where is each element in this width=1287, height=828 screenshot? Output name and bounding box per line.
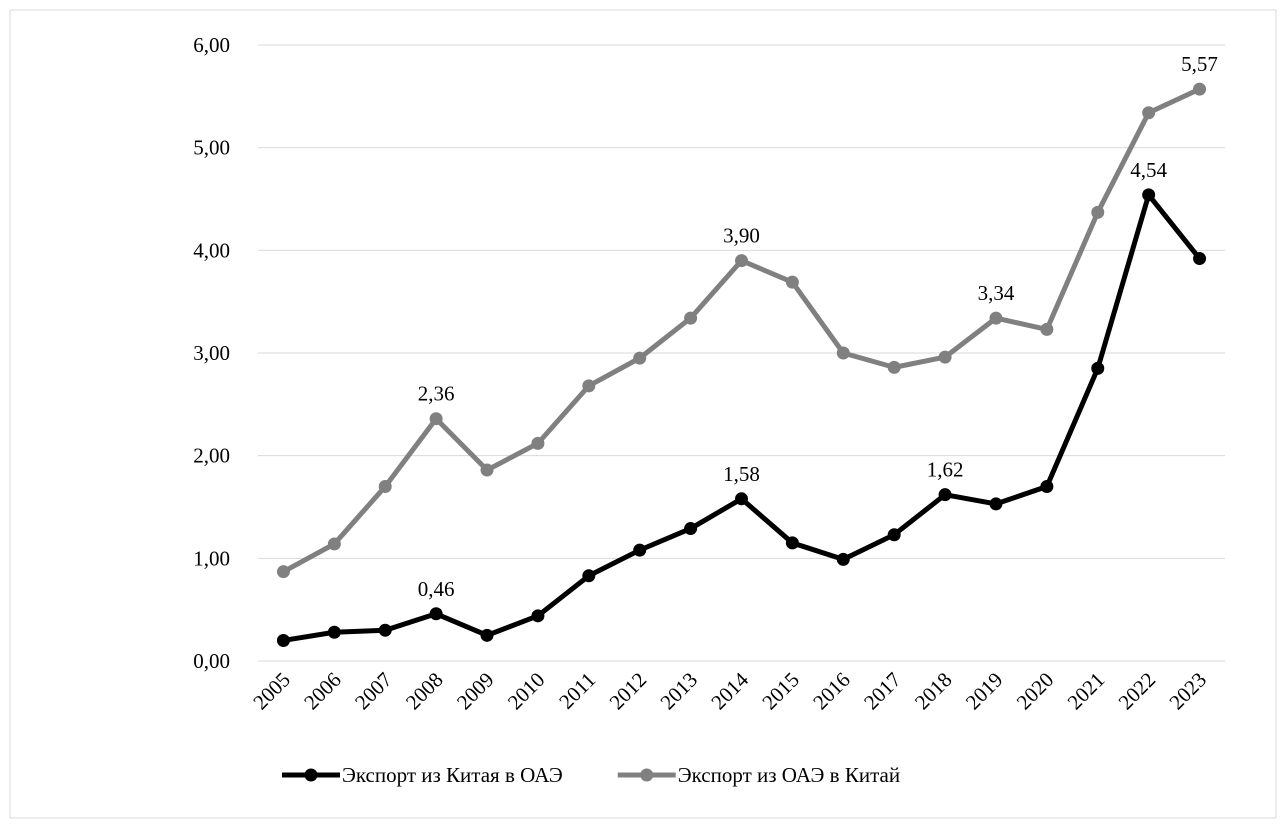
data-point	[684, 311, 698, 325]
data-point	[327, 625, 341, 639]
chart-frame	[9, 9, 1277, 819]
data-point	[684, 522, 698, 536]
y-tick-label: 2,00	[193, 444, 230, 468]
data-point	[276, 565, 290, 579]
data-point	[785, 275, 799, 289]
legend-marker	[304, 768, 318, 782]
data-point	[480, 463, 494, 477]
data-point	[1142, 106, 1156, 120]
y-tick-label: 0,00	[193, 649, 230, 673]
data-point	[1040, 322, 1054, 336]
data-point	[480, 628, 494, 642]
legend-label: Экспорт из ОАЭ в Китай	[678, 763, 900, 787]
data-point	[582, 569, 596, 583]
data-label: 0,46	[418, 577, 455, 601]
data-label: 4,54	[1130, 158, 1167, 182]
y-tick-label: 5,00	[193, 136, 230, 160]
data-point	[1091, 205, 1105, 219]
data-point	[429, 412, 443, 426]
data-point	[276, 633, 290, 647]
data-point	[735, 254, 748, 268]
data-point	[1091, 361, 1105, 375]
y-tick-label: 3,00	[193, 341, 230, 365]
data-point	[378, 479, 392, 493]
y-tick-label: 4,00	[193, 238, 230, 262]
data-point	[531, 436, 545, 450]
data-point	[735, 492, 748, 506]
data-point	[582, 379, 596, 393]
data-label: 1,58	[723, 462, 760, 486]
data-point	[633, 543, 647, 557]
legend-marker	[640, 768, 654, 782]
data-point	[378, 623, 392, 637]
data-label: 2,36	[418, 382, 455, 406]
data-point	[531, 609, 545, 623]
data-label: 3,90	[723, 224, 760, 248]
data-point	[1040, 479, 1054, 493]
data-label: 3,34	[978, 281, 1015, 305]
y-tick-label: 1,00	[193, 546, 230, 570]
data-point	[633, 351, 647, 365]
data-point	[836, 346, 850, 360]
data-label: 1,62	[927, 458, 964, 482]
data-point	[887, 360, 901, 374]
data-point	[1193, 252, 1207, 266]
data-point	[327, 537, 341, 551]
data-point	[887, 528, 901, 542]
data-point	[938, 488, 952, 502]
y-tick-label: 6,00	[193, 33, 230, 57]
legend-label: Экспорт из Китая в ОАЭ	[342, 763, 563, 787]
data-point	[938, 350, 952, 364]
data-point	[989, 497, 1003, 511]
data-label: 5,57	[1181, 52, 1218, 76]
data-point	[1142, 188, 1156, 202]
data-point	[1193, 82, 1207, 96]
data-point	[989, 311, 1003, 325]
data-point	[836, 552, 850, 566]
data-point	[785, 536, 799, 550]
data-point	[429, 607, 443, 621]
